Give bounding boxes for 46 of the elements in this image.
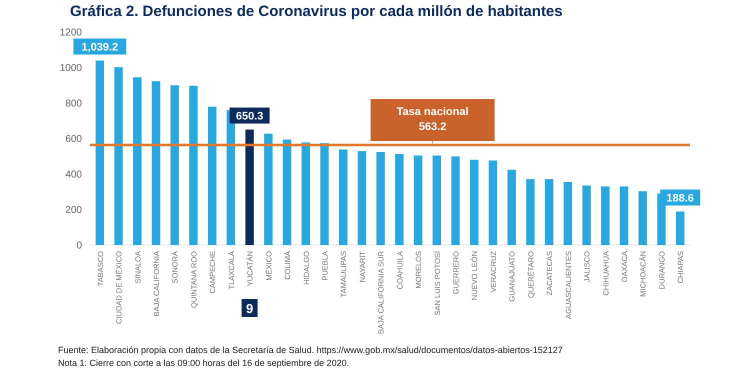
bar [601,186,610,245]
bar [358,151,366,245]
bar [245,130,254,245]
bar [395,154,404,245]
chart-title: Gráfica 2. Defunciones de Coronavirus por cada millón de habitantes [70,3,563,20]
bar [376,152,385,245]
data-label: 188.6 [666,192,694,205]
y-tick-label: 600 [65,134,82,145]
ref-line-label: Tasa nacional 563.2 [396,106,469,134]
bar [564,182,572,245]
bar [226,110,236,245]
bar [507,170,516,245]
data-label: 1,039.2 [81,42,118,54]
y-tick-label: 0 [76,240,82,252]
bar [676,212,684,245]
bar [582,186,591,245]
text: 9 [246,301,254,316]
bar [451,156,460,245]
bar [432,156,442,245]
bar [470,160,478,245]
y-tick-label: 1000 [60,63,82,74]
bar [133,77,142,245]
bar [152,81,160,245]
bar [170,85,179,245]
bar [526,179,535,245]
bar [208,106,216,245]
bar [189,86,198,245]
bar [488,160,498,245]
y-tick-label: 1200 [60,28,82,38]
text: Nota 1: Cierre con corte a las 09:00 horas del 16 de septiembre de 2020. [58,358,350,368]
bar [338,150,348,245]
y-tick-label: 400 [65,170,82,180]
bar [302,142,310,245]
bar [620,186,628,245]
bar [114,67,123,245]
bar [320,143,329,245]
bar [96,60,104,245]
source-note: Fuente: Elaboración propia con datos de la Secretaría de Salud. https://www.gob.mx/salud/documentos/datos-abiertos-152127 [58,345,563,355]
bar [414,156,422,245]
data-label: 650.3 [236,110,264,123]
bar [264,134,273,245]
bar [282,140,292,245]
y-tick-label: 800 [65,98,82,110]
y-tick-label: 200 [65,205,82,216]
bar [638,191,647,245]
bar [544,179,554,245]
